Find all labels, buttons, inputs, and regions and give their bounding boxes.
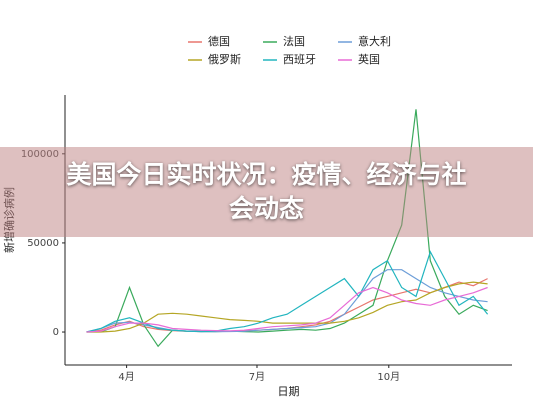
banner-title: 美国今日实时状况：疫情、经济与社会动态 (66, 160, 467, 223)
legend-label: 意大利 (358, 34, 391, 48)
x-tick-label: 7月 (249, 371, 265, 383)
x-tick-label: 4月 (118, 371, 134, 383)
legend-label: 西班牙 (283, 53, 316, 66)
banner: 美国今日实时状况：疫情、经济与社会动态 (0, 147, 533, 237)
legend-label: 法国 (283, 34, 305, 48)
x-axis-label: 日期 (278, 385, 300, 398)
series-line (86, 281, 488, 333)
legend-label: 英国 (358, 52, 380, 66)
series-line (86, 286, 488, 333)
legend-label: 俄罗斯 (208, 53, 241, 66)
legend-label: 德国 (208, 34, 230, 48)
series-line (86, 250, 489, 333)
y-tick-label: 0 (53, 327, 59, 338)
y-tick-label: 50000 (27, 238, 59, 249)
x-tick-label: 10月 (377, 371, 400, 383)
